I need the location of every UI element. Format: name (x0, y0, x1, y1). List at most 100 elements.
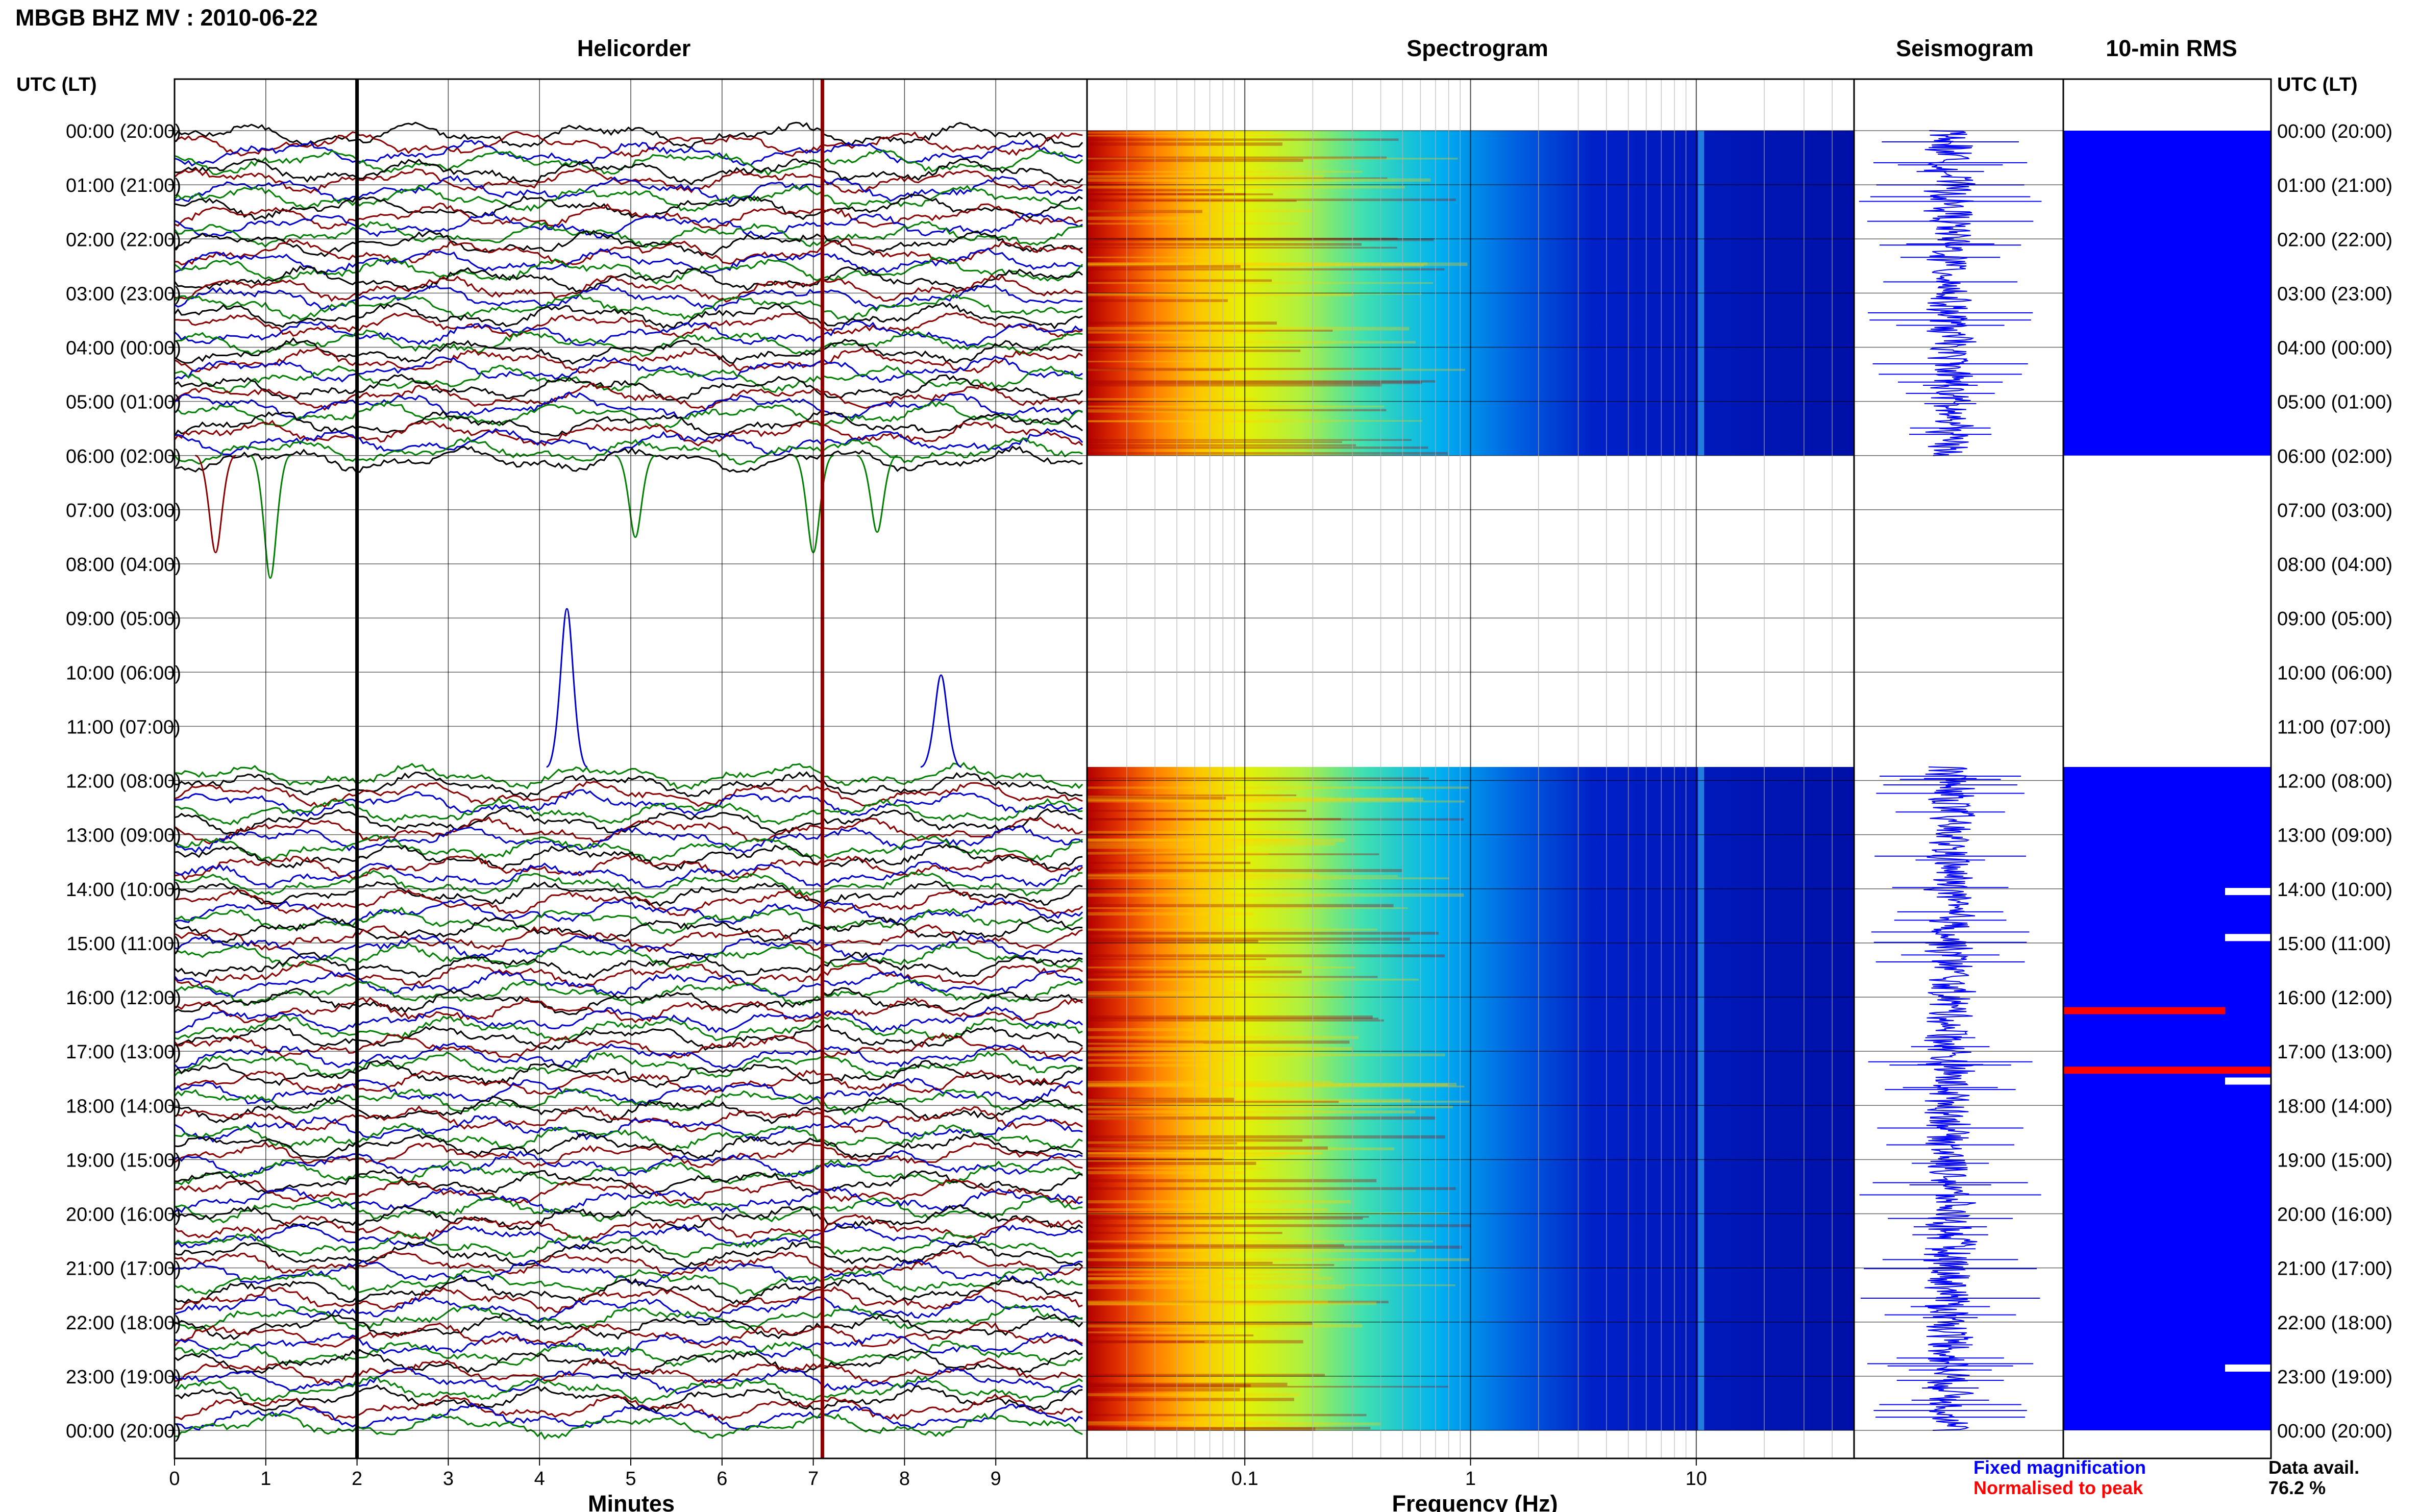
helicorder-trace (174, 265, 1083, 293)
hour-label-right: 09:00 (05:00) (2277, 608, 2392, 630)
spectrogram-streak (1087, 1082, 1457, 1086)
helicorder-trace (174, 979, 1083, 1006)
spectrogram-streak (1087, 262, 1468, 266)
spectrogram-streak (1087, 1179, 1377, 1182)
helicorder-trace (174, 410, 1083, 437)
helicorder-trace (174, 1105, 1083, 1133)
spectrogram-streak (1087, 439, 1412, 441)
helicorder-trace (174, 256, 1083, 285)
spectral-line (1698, 766, 1705, 1430)
spectrogram-streak (1087, 177, 1388, 179)
spectrogram-streak (1087, 282, 1434, 284)
helicorder-trace (174, 1384, 1083, 1413)
spectrogram-streak (1087, 138, 1399, 141)
station-title: MBGB BHZ MV : 2010-06-22 (15, 5, 318, 31)
helicorder-trace (174, 1231, 1083, 1258)
spectrogram-streak (1087, 1232, 1282, 1234)
spectrogram-streak (1087, 1059, 1230, 1062)
spectrogram-streak (1087, 852, 1269, 855)
helicorder-trace (174, 1185, 1083, 1215)
helicorder-trace (174, 158, 1083, 186)
spectrogram-streak (1087, 158, 1458, 160)
helicorder-trace (174, 168, 1083, 194)
spectrogram-streak (1087, 441, 1342, 443)
spectrogram-streak (1087, 293, 1422, 295)
hour-label-left: 02:00 (22:00) (66, 229, 181, 251)
minute-tick-label: 0 (169, 1468, 180, 1490)
hour-label-right: 19:00 (15:00) (2277, 1150, 2392, 1171)
spectrogram-streak (1087, 1063, 1219, 1067)
spectrogram-streak (1087, 341, 1416, 344)
helicorder-trace (174, 889, 1083, 916)
spectrogram-streak (1087, 1216, 1369, 1218)
hour-label-left: 05:00 (01:00) (66, 392, 181, 413)
spectrogram-streak (1087, 265, 1241, 268)
time-axis-label-right: UTC (LT) (2277, 74, 2358, 95)
spectrogram-streak (1087, 1105, 1453, 1108)
spectrogram-streak (1087, 1083, 1448, 1086)
spectrogram-streak (1087, 1261, 1273, 1264)
spectrogram-streak (1087, 420, 1422, 422)
helicorder-trace (174, 1259, 1083, 1285)
helicorder-trace (174, 844, 1083, 871)
spectrogram-streak (1087, 1264, 1335, 1266)
hour-label-left: 19:00 (15:00) (66, 1150, 181, 1171)
spectrogram-streak (1087, 1019, 1384, 1022)
spectrogram-streak (1087, 1224, 1471, 1227)
helicorder-trace (174, 329, 1083, 357)
helicorder-trace (174, 320, 1083, 347)
spectrogram-streak (1087, 1393, 1299, 1396)
rms-title: 10-min RMS (2106, 35, 2237, 61)
spectrogram-streak (1087, 210, 1313, 213)
spectrogram-streak (1087, 1101, 1339, 1103)
hour-label-left: 15:00 (11:00) (66, 933, 180, 955)
helicorder-excursion (920, 674, 962, 768)
hour-label-right: 07:00 (03:00) (2277, 500, 2392, 522)
hour-label-left: 10:00 (06:00) (66, 662, 181, 684)
helicorder-trace (174, 139, 1083, 167)
helicorder-trace (174, 419, 1083, 447)
spectrogram-streak (1087, 875, 1398, 877)
spectrogram-streak (1087, 380, 1436, 383)
hour-label-left: 08:00 (04:00) (66, 554, 181, 576)
rms-block-1 (2063, 766, 2271, 1430)
spectrogram-streak (1087, 1303, 1272, 1306)
minute-tick-label: 1 (260, 1468, 271, 1490)
hour-label-right: 14:00 (10:00) (2277, 879, 2392, 901)
spectrogram-streak (1087, 1427, 1371, 1430)
spectrogram-streak (1087, 797, 1423, 801)
hour-label-right: 13:00 (09:00) (2277, 825, 2392, 847)
helicorder-trace (174, 383, 1083, 411)
spectrogram-streak (1087, 1341, 1205, 1343)
spectrogram-x-label: Frequency (Hz) (1392, 1491, 1558, 1512)
helicorder-trace (174, 185, 1083, 212)
spectrogram-streak (1087, 409, 1270, 413)
helicorder-trace (174, 1340, 1083, 1367)
helicorder-trace (174, 1241, 1083, 1268)
spectrogram-streak (1087, 131, 1270, 134)
spectrogram-streak (1087, 1152, 1322, 1155)
spectrogram-streak (1087, 1167, 1264, 1170)
helicorder-trace (174, 445, 1083, 473)
spectrogram-streak (1087, 243, 1362, 246)
spectrogram-streak (1087, 405, 1385, 408)
spectrogram-streak (1087, 1244, 1344, 1247)
helicorder-trace (174, 1321, 1083, 1349)
seismogram-panel (1859, 130, 2042, 1431)
spectrogram-streak (1087, 193, 1246, 195)
helicorder-trace (174, 1024, 1083, 1051)
spectrogram-streak (1087, 809, 1306, 812)
helicorder-panel (174, 79, 1083, 1458)
spectrogram-streak (1087, 1043, 1204, 1045)
hour-label-right: 04:00 (00:00) (2277, 338, 2392, 359)
spectrogram-streak (1087, 350, 1301, 352)
minute-tick-label: 3 (443, 1468, 454, 1490)
helicorder-trace (174, 1214, 1083, 1242)
helicorder-trace (174, 293, 1083, 321)
helicorder-trace (174, 1250, 1083, 1276)
helicorder-trace (174, 347, 1083, 374)
helicorder-trace (174, 1312, 1083, 1341)
helicorder-trace (174, 175, 1083, 204)
helicorder-trace (174, 1006, 1083, 1033)
